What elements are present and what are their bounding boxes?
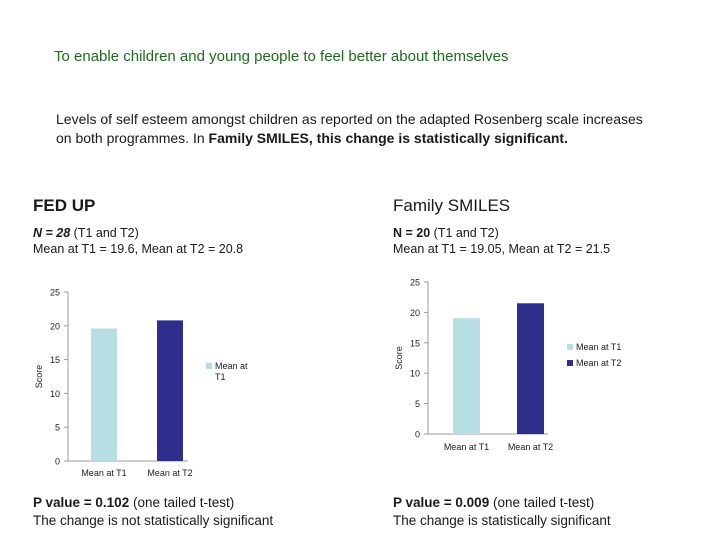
family-smiles-p-label: P value = 0.009 [393,495,490,510]
family-smiles-legend-swatch [567,360,573,366]
family-smiles-p-rest: (one tailed t-test) [489,495,595,510]
fed-up-legend-label-line: T1 [215,372,226,382]
fed-up-bar-2 [157,320,183,461]
family-smiles-n-label: N = 20 [393,226,431,240]
family-smiles-means: Mean at T1 = 19.05, Mean at T2 = 21.5 [393,242,611,256]
fed-up-category-label: Mean at T2 [147,468,192,478]
fed-up-legend-swatch [206,363,212,369]
fed-up-p-rest: (one tailed t-test) [129,495,235,510]
fed-up-n-label: N = 28 [33,226,71,240]
family-smiles-y-tick-label: 15 [410,338,420,348]
family-smiles-bar-1 [453,318,480,434]
family-smiles-p-value: P value = 0.009 (one tailed t-test) The … [393,494,611,530]
fed-up-y-tick-label: 25 [50,288,60,298]
intro-text: Levels of self esteem amongst children a… [56,110,656,148]
family-smiles-category-label: Mean at T2 [508,442,553,452]
family-smiles-n-rest: (T1 and T2) [430,226,499,240]
family-smiles-y-axis-label: Score [394,346,404,370]
fed-up-means: Mean at T1 = 19.6, Mean at T2 = 20.8 [33,242,244,256]
family-smiles-legend-swatch [567,344,573,350]
family-smiles-stats: N = 20 (T1 and T2) Mean at T1 = 19.05, M… [393,225,610,257]
fed-up-legend-label: Mean at T1 [215,361,248,382]
family-smiles-conclusion: The change is statistically significant [393,513,611,528]
fed-up-y-axis-label: Score [34,365,44,389]
intro-part2: Family SMILES, this change is statistica… [208,130,568,146]
fed-up-heading: FED UP [33,196,96,215]
fed-up-p-label: P value = 0.102 [33,495,130,510]
family-smiles-bar-2 [517,303,544,434]
family-smiles-legend-label: Mean at T2 [576,358,621,368]
fed-up-stats: N = 28 (T1 and T2) Mean at T1 = 19.6, Me… [33,225,243,257]
family-smiles-p-line: P value = 0.009 (one tailed t-test) [393,494,611,512]
family-smiles-y-tick-label: 0 [415,430,420,440]
family-smiles-y-tick-label: 20 [410,308,420,318]
fed-up-p-line: P value = 0.102 (one tailed t-test) [33,494,273,512]
fed-up-category-label: Mean at T1 [81,468,126,478]
fed-up-y-tick-label: 20 [50,321,60,331]
family-smiles-category-label: Mean at T1 [444,442,489,452]
fed-up-y-tick-label: 5 [55,423,60,433]
intro-part1: Levels of self esteem amongst children a… [56,111,643,146]
family-smiles-y-tick-label: 5 [415,399,420,409]
family-smiles-heading: Family SMILES [393,196,511,215]
fed-up-p-value: P value = 0.102 (one tailed t-test) The … [33,494,273,530]
fed-up-y-tick-label: 0 [55,457,60,467]
fed-up-legend-label-line: Mean at [215,361,248,371]
fed-up-n-line: N = 28 (T1 and T2) [33,225,243,241]
fed-up-chart: 0 5 10 15 20 25 Score Mean at T1 Mean at T2 Mean … [34,288,248,479]
fed-up-y-tick-label: 10 [50,389,60,399]
family-smiles-chart: 0 5 10 15 20 25 Score Mean at T1 Mean at T2 Mean … [394,278,621,453]
family-smiles-legend-label: Mean at T1 [576,342,621,352]
fed-up-n-rest: (T1 and T2) [70,226,139,240]
family-smiles-y-tick-label: 10 [410,369,420,379]
family-smiles-y-tick-label: 25 [410,278,420,288]
fed-up-bar-1 [91,328,117,461]
slide-title: To enable children and young people to f… [54,48,509,65]
fed-up-y-tick-label: 15 [50,355,60,365]
fed-up-conclusion: The change is not statistically signific… [33,513,274,528]
family-smiles-n-line: N = 20 (T1 and T2) [393,225,610,241]
